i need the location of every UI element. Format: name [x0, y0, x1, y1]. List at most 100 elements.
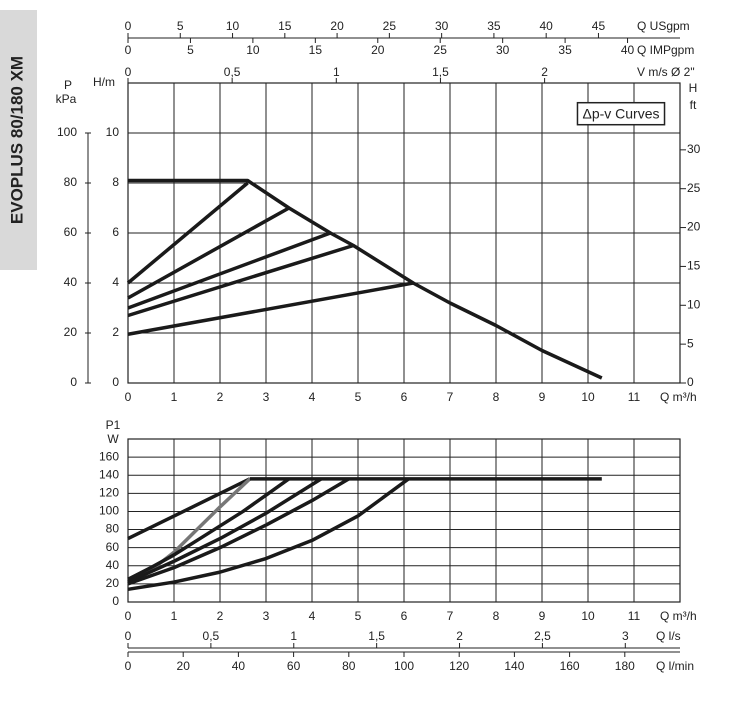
bottom-axis-tick-label: 2,5	[534, 629, 551, 643]
bottom-axis-tick-label: 140	[504, 659, 524, 673]
y-tick-label: 0	[112, 375, 119, 389]
x-tick-label: 0	[125, 390, 132, 404]
bottom-axis-label: Q l/s	[656, 629, 681, 643]
bottom-axis-tick-label: 0,5	[203, 629, 220, 643]
y-tick-label: 160	[99, 449, 119, 463]
kpa-tick-label: 80	[64, 175, 78, 189]
curve	[127, 206, 290, 300]
y-tick-label: 8	[112, 175, 119, 189]
x-tick-label: 6	[401, 390, 408, 404]
top-axis-tick-label: 30	[496, 43, 510, 57]
kpa-tick-label: 100	[57, 125, 77, 139]
x-tick-label: 7	[447, 609, 454, 623]
x-tick-label: 2	[217, 390, 224, 404]
bottom-axis-tick-label: 20	[177, 659, 191, 673]
x-tick-label: 1	[171, 609, 178, 623]
y-tick-label: 100	[99, 504, 119, 518]
x-tick-label: 9	[539, 609, 546, 623]
x-tick-label: 9	[539, 390, 546, 404]
bottom-axis-tick-label: 80	[342, 659, 356, 673]
bottom-axis-label: Q l/min	[656, 659, 694, 673]
top-axis-tick-label: 30	[435, 19, 449, 33]
x-tick-label: 3	[263, 609, 270, 623]
y-tick-label: 80	[106, 522, 120, 536]
x-tick-label: 11	[628, 609, 641, 623]
x-tick-label: 6	[401, 609, 408, 623]
y-axis-label: H/m	[93, 75, 115, 89]
ft-tick-label: 0	[687, 375, 694, 389]
top-axis-tick-label: 15	[278, 19, 292, 33]
x-tick-label: 10	[581, 609, 595, 623]
top-axis-tick-label: 10	[246, 43, 260, 57]
curve	[127, 281, 414, 336]
x-tick-label: 7	[447, 390, 454, 404]
top-axis-tick-label: 10	[226, 19, 240, 33]
top-axis-tick-label: 35	[558, 43, 572, 57]
y-tick-label: 120	[99, 486, 119, 500]
top-axis-tick-label: 0	[125, 65, 132, 79]
x-tick-label: 4	[309, 390, 316, 404]
top-axis-tick-label: 45	[592, 19, 606, 33]
x-tick-label: 5	[355, 390, 362, 404]
bottom-axis-tick-label: 180	[615, 659, 635, 673]
x-axis-label: Q m³/h	[660, 609, 697, 623]
bottom-axis-tick-label: 60	[287, 659, 301, 673]
ft-tick-label: 10	[687, 297, 701, 311]
y-tick-label: 10	[106, 125, 120, 139]
x-tick-label: 2	[217, 609, 224, 623]
top-axis-tick-label: 40	[540, 19, 554, 33]
top-axis-tick-label: 0	[125, 43, 132, 57]
y-tick-label: 4	[112, 275, 119, 289]
bottom-axis-tick-label: 1,5	[368, 629, 385, 643]
y-tick-label: 2	[112, 325, 119, 339]
ft-tick-label: 20	[687, 220, 701, 234]
top-axis-tick-label: 20	[371, 43, 385, 57]
x-tick-label: 1	[171, 390, 178, 404]
y2-axis-unit: ft	[690, 98, 697, 112]
y-tick-label: 0	[112, 594, 119, 608]
y-tick-label: 20	[106, 576, 120, 590]
curve	[127, 243, 354, 318]
annotation-box	[576, 101, 666, 126]
bottom-axis-tick-label: 2	[456, 629, 463, 643]
top-axis-tick-label: 25	[434, 43, 448, 57]
curve	[128, 178, 603, 380]
top-axis-label: V m/s Ø 2"	[637, 65, 695, 79]
top-axis-tick-label: 40	[621, 43, 635, 57]
curve	[127, 477, 251, 541]
kpa-tick-label: 0	[70, 375, 77, 389]
x-tick-label: 10	[581, 390, 595, 404]
top-axis-tick-label: 20	[330, 19, 344, 33]
kpa-tick-label: 60	[64, 225, 78, 239]
top-axis-tick-label: 0,5	[224, 65, 241, 79]
top-axis-tick-label: 1,5	[432, 65, 449, 79]
y-axis-label: P1	[106, 418, 121, 432]
curve	[127, 477, 350, 586]
kpa-tick-label: 20	[64, 325, 78, 339]
top-axis-tick-label: 5	[177, 19, 184, 33]
top-axis-tick-label: 0	[125, 19, 132, 33]
sidebar-label: EVOPLUS 80/180 XM	[7, 56, 26, 224]
ft-tick-label: 15	[687, 259, 701, 273]
x-tick-label: 3	[263, 390, 270, 404]
ft-tick-label: 5	[687, 336, 694, 350]
x-tick-label: 8	[493, 390, 500, 404]
top-axis-tick-label: 35	[487, 19, 501, 33]
bottom-axis-tick-label: 120	[449, 659, 469, 673]
kpa-tick-label: 40	[64, 275, 78, 289]
top-axis-tick-label: 15	[309, 43, 323, 57]
top-axis-label: Q IMPgpm	[637, 43, 694, 57]
x-tick-label: 4	[309, 609, 316, 623]
y-tick-label: 6	[112, 225, 119, 239]
y-tick-label: 40	[106, 558, 120, 572]
top-axis-label: Q USgpm	[637, 19, 690, 33]
curve	[127, 477, 291, 581]
bottom-axis-tick-label: 160	[560, 659, 580, 673]
bottom-axis-tick-label: 40	[232, 659, 246, 673]
y2-axis-label: H	[689, 81, 698, 95]
annotation: Δp-v Curves	[582, 106, 659, 122]
bottom-axis-tick-label: 3	[622, 629, 629, 643]
curve	[127, 477, 410, 592]
top-axis-tick-label: 1	[333, 65, 340, 79]
